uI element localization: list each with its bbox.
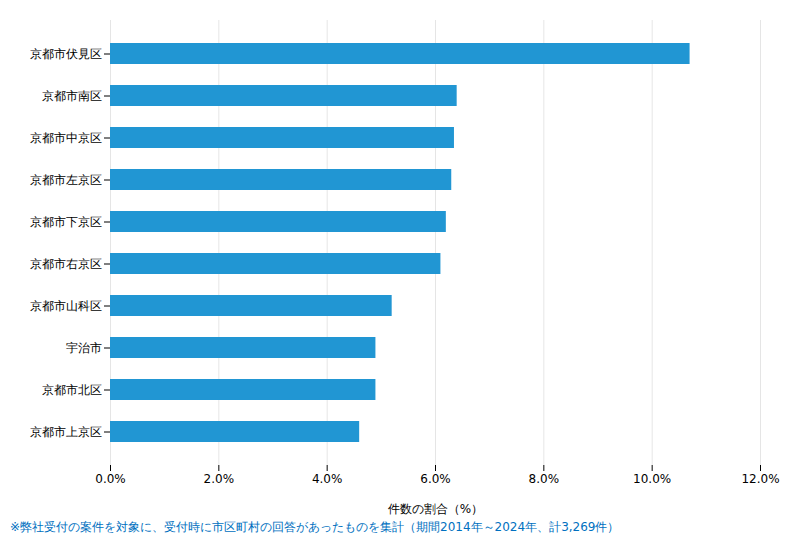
html-text:※弊社受付の案件を対象に、受付時に市区町村の回答があったもの: ※弊社受付の案件を対象に、受付時に市区町村の回答があったものを集計（期間2014…	[10, 520, 620, 534]
svg-text:10.0%: 10.0%	[633, 472, 671, 486]
svg-text:京都市左京区: 京都市左京区	[30, 173, 102, 187]
svg-text:京都市南区: 京都市南区	[42, 89, 102, 103]
svg-text:京都市中京区: 京都市中京区	[30, 131, 102, 145]
svg-text:京都市上京区: 京都市上京区	[30, 425, 102, 439]
svg-text:12.0%: 12.0%	[741, 472, 779, 486]
svg-text:京都市伏見区: 京都市伏見区	[30, 47, 102, 61]
svg-text:6.0%: 6.0%	[420, 472, 451, 486]
svg-text:宇治市: 宇治市	[66, 341, 102, 355]
svg-text:京都市下京区: 京都市下京区	[30, 215, 102, 229]
svg-text:4.0%: 4.0%	[312, 472, 343, 486]
svg-text:京都市山科区: 京都市山科区	[30, 299, 102, 313]
svg-text:0.0%: 0.0%	[95, 472, 126, 486]
svg-text:8.0%: 8.0%	[529, 472, 560, 486]
svg-text:京都市北区: 京都市北区	[42, 383, 102, 397]
svg-text:2.0%: 2.0%	[204, 472, 235, 486]
svg-text:京都市右京区: 京都市右京区	[30, 257, 102, 271]
svg-text:件数の割合（%）: 件数の割合（%）	[388, 502, 483, 516]
